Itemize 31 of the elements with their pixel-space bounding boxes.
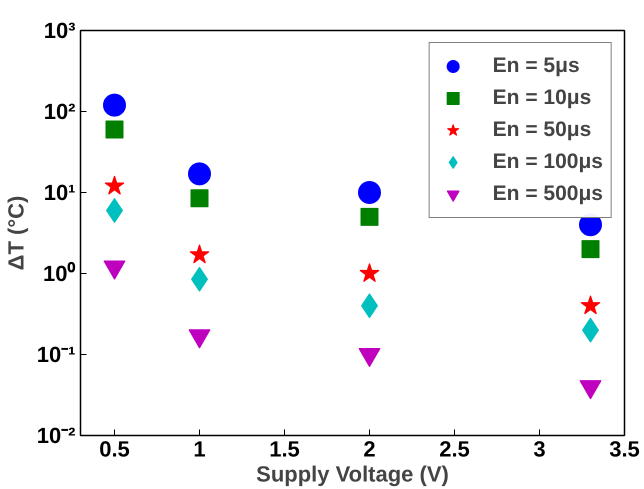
x-tick-label: 3.5 bbox=[609, 436, 640, 462]
y-tick-label: 10¹ bbox=[44, 180, 76, 205]
y-tick-label: 10⁻² bbox=[36, 423, 76, 448]
x-tick-label: 1.5 bbox=[269, 436, 300, 462]
x-tick-label: 1 bbox=[193, 436, 206, 462]
x-axis-title: Supply Voltage (V) bbox=[256, 462, 449, 486]
legend-label: En = 100μs bbox=[492, 150, 603, 174]
x-tick-label: 2 bbox=[363, 436, 376, 462]
point bbox=[359, 263, 380, 282]
legend-label: En = 5μs bbox=[492, 54, 580, 78]
legend-label: En = 10μs bbox=[492, 86, 592, 110]
x-tick-label: 2.5 bbox=[439, 436, 470, 462]
point bbox=[580, 295, 601, 314]
point bbox=[358, 181, 381, 204]
point bbox=[190, 189, 208, 208]
y-tick-label: 10² bbox=[44, 99, 76, 124]
legend-label: En = 500μs bbox=[492, 182, 603, 206]
legend-label: En = 50μs bbox=[492, 118, 592, 142]
point bbox=[189, 244, 210, 264]
y-tick-label: 10³ bbox=[44, 18, 76, 43]
point bbox=[188, 162, 211, 186]
point bbox=[360, 208, 378, 226]
point bbox=[103, 94, 126, 117]
y-tick-label: 10⁰ bbox=[43, 261, 76, 286]
y-tick-label: 10⁻¹ bbox=[36, 342, 76, 367]
point bbox=[106, 120, 124, 138]
x-tick-label: 3 bbox=[533, 436, 546, 462]
y-axis-title: ΔT (°C) bbox=[4, 196, 29, 270]
point bbox=[104, 176, 125, 195]
point bbox=[582, 240, 600, 258]
x-tick-label: 0.5 bbox=[99, 436, 130, 462]
